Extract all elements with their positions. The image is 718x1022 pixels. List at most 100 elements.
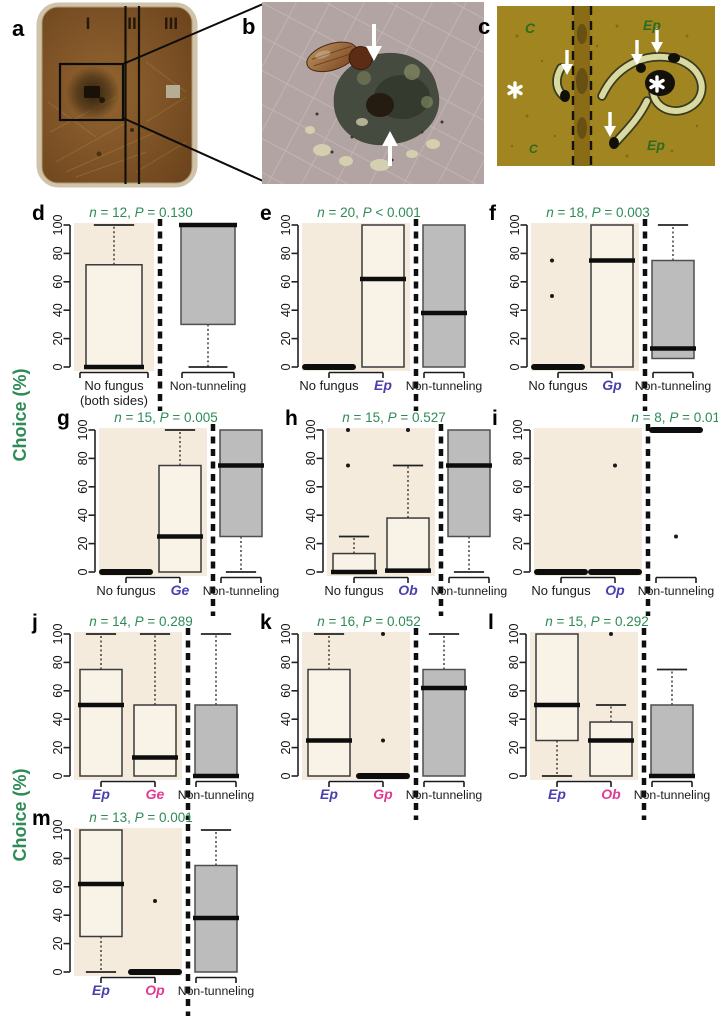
control-axis-bracket — [195, 780, 237, 787]
outlier-point — [674, 534, 678, 539]
test-axis-bracket — [560, 576, 616, 583]
y-tick-label: 40 — [76, 508, 90, 522]
panel-stats: n = 15, P = 0.005 — [114, 410, 218, 425]
panel-letter: l — [488, 611, 494, 634]
test-axis-bracket — [100, 976, 156, 983]
boxplot: 0 20 40 60 80 100 No fungus Op Non-tunneling — [511, 420, 715, 616]
outlier-point — [550, 294, 554, 298]
tunnel-choice-photo: C Ep Ep C — [497, 6, 715, 166]
group-label-fungus: Ep — [92, 982, 110, 998]
side-note-ep-top: Ep — [643, 17, 661, 33]
panel-letter: j — [32, 611, 38, 634]
panel-stats: n = 18, P = 0.003 — [546, 205, 650, 220]
boxplot: 0 20 40 60 80 100 Ep Ob Non-tunneling — [507, 624, 711, 820]
y-tick-label: 60 — [304, 480, 318, 494]
test-axis-bracket — [125, 576, 181, 583]
debris — [404, 64, 420, 80]
y-tick-label: 60 — [511, 480, 525, 494]
y-axis-title: Choice (%) — [10, 368, 30, 462]
panel-stats: n = 14, P = 0.289 — [89, 614, 193, 629]
y-tick-label: 100 — [507, 624, 521, 645]
y-tick-label: 100 — [508, 215, 522, 236]
group-label-fungus: Ep — [548, 786, 566, 802]
y-tick-label: 100 — [76, 420, 90, 441]
y-tick-label: 0 — [51, 968, 65, 975]
box — [386, 517, 430, 573]
side-note-control-top: C — [525, 20, 536, 36]
y-tick-label: 80 — [507, 655, 521, 669]
y-tick-label: 20 — [51, 937, 65, 951]
y-axis-title: Choice (%) — [10, 768, 30, 862]
flat-value-bar — [302, 364, 356, 370]
boxplot: 0 20 40 60 80 100 No fungus Ep Non-tunneling — [279, 215, 482, 411]
tunnel-entrance-hole — [366, 93, 394, 117]
box — [158, 464, 202, 573]
panel-letter: e — [260, 202, 272, 225]
group-label-nofungus: No fungus — [299, 378, 359, 393]
y-tick-label: 0 — [279, 363, 293, 370]
outlier-point — [381, 632, 385, 636]
boxplot-panel-m: m n = 13, P = 0.001 0 20 40 60 80 100 Ep Op Non-… — [30, 807, 262, 1022]
panel-letter: k — [260, 611, 272, 634]
boxplot: 0 20 40 60 80 100 No fungus(both sides) Non-tun… — [51, 215, 246, 411]
y-axis: 0 20 40 60 80 100 — [511, 420, 531, 575]
outlier-point — [609, 632, 613, 636]
y-tick-label: 40 — [279, 712, 293, 726]
photo-row: a I — [0, 0, 718, 196]
boxplot: 0 20 40 60 80 100 Ep Op Non-tunneling — [51, 820, 254, 1016]
y-tick-label: 80 — [279, 655, 293, 669]
beetle — [306, 41, 373, 73]
panel-stats: n = 13, P = 0.001 — [89, 810, 193, 825]
y-tick-label: 0 — [76, 568, 90, 575]
y-tick-label: 80 — [508, 246, 522, 260]
boxplot-panel-g: g n = 15, P = 0.005 0 20 40 60 80 100 No fungu… — [55, 407, 287, 622]
group-label-nofungus: No fungus — [528, 378, 588, 393]
y-tick-label: 80 — [511, 451, 525, 465]
group-label-fungus: Ge — [146, 786, 165, 802]
y-tick-label: 60 — [279, 275, 293, 289]
y-tick-label: 0 — [508, 363, 522, 370]
group-label-nontunneling: Non-tunneling — [634, 788, 711, 802]
asterisk-marker — [649, 75, 665, 93]
y-tick-label: 100 — [304, 420, 318, 441]
box — [85, 264, 143, 368]
y-axis: 0 20 40 60 80 100 — [279, 624, 299, 779]
panel-stats: n = 15, P = 0.292 — [545, 614, 649, 629]
outlier-point — [346, 463, 350, 468]
group-label-fungus: Ep — [92, 786, 110, 802]
fungus-side-background — [534, 428, 642, 576]
arrow-down-icon — [366, 24, 382, 61]
group-label-fungus: Ob — [601, 786, 621, 802]
beetle-closeup-photo — [262, 2, 484, 184]
y-tick-label: 100 — [51, 624, 65, 645]
test-axis-bracket — [353, 576, 409, 583]
debris — [357, 71, 371, 85]
flat-value-bar — [356, 773, 410, 779]
boxplot: 0 20 40 60 80 100 No fungus Ob Non-tunneling — [304, 420, 507, 616]
group-label-fungus: Ge — [171, 582, 190, 598]
y-tick-label: 0 — [511, 568, 525, 575]
group-label-nontunneling: Non-tunneling — [203, 584, 280, 598]
group-label-fungus: Op — [145, 982, 165, 998]
debris — [421, 96, 433, 108]
box — [447, 429, 491, 538]
flat-value-bar — [534, 569, 588, 575]
inoculation-block — [84, 86, 100, 98]
y-axis: 0 20 40 60 80 100 — [508, 215, 528, 370]
group-label-nontunneling: Non-tunneling — [638, 584, 715, 598]
asterisk-marker — [507, 81, 523, 99]
speck — [130, 128, 134, 132]
y-tick-label: 80 — [76, 451, 90, 465]
dark-speckles — [315, 112, 444, 162]
box — [307, 668, 351, 777]
group-label-fungus: Ep — [320, 786, 338, 802]
y-tick-label: 40 — [507, 712, 521, 726]
speck — [99, 97, 105, 103]
section-label-2: II — [127, 14, 136, 33]
group-label-fungus: Ob — [398, 582, 418, 598]
y-axis: 0 20 40 60 80 100 — [279, 215, 299, 370]
box — [194, 704, 238, 777]
group-label-nofungus: No fungus — [324, 583, 384, 598]
boxplot: 0 20 40 60 80 100 No fungus Ge Non-tunneling — [76, 420, 280, 616]
y-tick-label: 0 — [51, 363, 65, 370]
